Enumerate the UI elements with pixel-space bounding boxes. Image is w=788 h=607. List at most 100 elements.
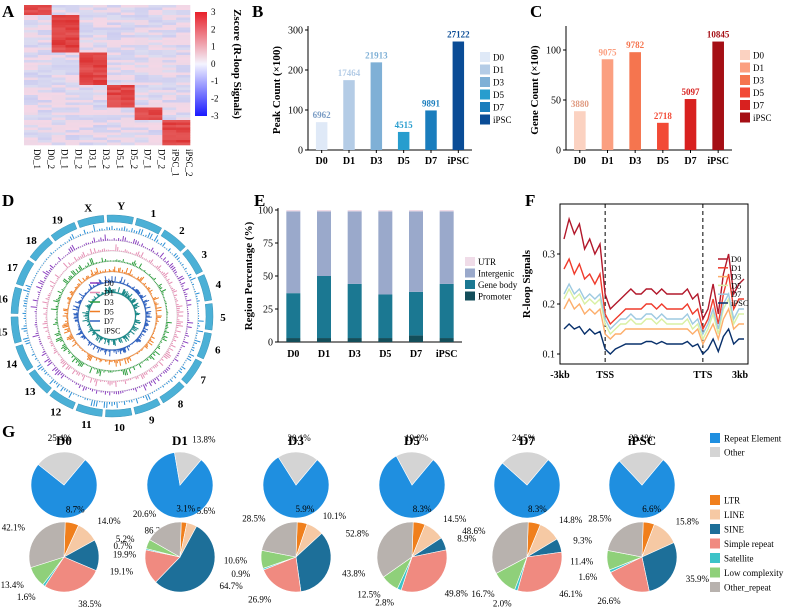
heatmap-cell [51,92,66,96]
heatmap-cell [51,82,66,86]
heatmap-cell [120,142,135,146]
x-tick-label: D5 [379,349,391,360]
x-tick-label: D5 [398,156,410,167]
pie-slice-label: 19.0% [405,433,429,443]
heatmap-cell [120,65,135,68]
pie-slice [155,525,216,593]
heatmap-cell [37,35,52,38]
heatmap-cell [148,17,163,21]
heatmap-cell [24,122,39,126]
heatmap-cell [51,65,66,68]
heatmap-cell [162,102,177,106]
heatmap-cell [65,125,80,128]
legend-label: iPSC [493,115,512,125]
heatmap-cell [148,20,163,23]
heatmap-cell [93,112,108,116]
heatmap-cell [24,135,39,138]
pie-slice-label: 8.3% [413,504,432,514]
heatmap-cell [79,60,94,63]
heatmap-cell [65,67,80,71]
chromosome-label: 19 [52,214,64,226]
legend-label: D7 [753,101,764,111]
chromosome-label: 2 [179,225,185,237]
chromosome-label: 12 [50,407,62,419]
heatmap-cell [24,70,39,73]
heatmap-cell [107,112,122,116]
pie-slice-label: 14.8% [559,515,583,525]
pie-slice-label: 1.6% [17,592,36,602]
heatmap-cell [162,87,177,91]
heatmap-cell [79,132,94,136]
heatmap-cell [162,45,177,48]
heatmap-panel: D0_1 D0_2 D1_1 D1_2 D3_1 D3_2 D5_1 D5_2 D7_1 D7_2… [24,5,243,177]
heatmap-cell [120,135,135,138]
legend-swatch [710,433,720,443]
chromosome-ideogram [204,303,214,331]
heatmap-cell [93,77,108,81]
heatmap-cell [176,80,191,83]
heatmap-cell [176,32,191,36]
legend-label: D5 [753,88,764,98]
heatmap-cell [37,65,52,68]
heatmap-cell [37,100,52,103]
heatmap-cell [134,135,149,138]
heatmap-cell [120,117,135,121]
heatmap-cell [162,5,177,8]
heatmap-cell [176,47,191,51]
stacked-bar-segment [286,293,301,339]
chromosome-label: 8 [178,398,184,410]
heatmap-cell [51,125,66,128]
heatmap-cell [24,142,39,146]
heatmap-cell [176,77,191,81]
heatmap-cell [107,47,122,51]
heatmap-cell [134,92,149,96]
heatmap-cell [162,10,177,13]
heatmap-cell [65,135,80,138]
heatmap-cell [93,5,108,8]
heatmap-cell [65,35,80,38]
legend-label: D5 [104,308,114,317]
chromosome-label: 17 [7,262,19,274]
heatmap-cell [162,95,177,98]
bar [452,41,465,150]
heatmap-cell [65,65,80,68]
heatmap-cell [162,115,177,118]
heatmap-cell [37,50,52,53]
heatmap-cell [93,22,108,26]
heatmap-cell [107,82,122,86]
heatmap-cell [79,75,94,78]
chromosome-ideogram [10,316,22,344]
heatmap-cell [79,92,94,96]
heatmap-cell [134,110,149,113]
heatmap-cell [107,52,122,56]
heatmap-cell [65,107,80,111]
pie-slice-label: 24.5% [512,433,536,443]
heatmap-cell [176,110,191,113]
panel-label-a: A [2,2,15,21]
heatmap-cell [24,95,39,98]
pie-slice-label: 26.9% [248,594,272,604]
chromosome-label: 11 [81,419,91,431]
heatmap-cell [176,67,191,71]
legend-label: D0 [104,279,114,288]
legend-label: LINE [724,510,745,520]
heatmap-cell [120,67,135,71]
heatmap-cell [51,127,66,131]
heatmap-cell [93,122,108,126]
x-tick-label: 3kb [732,370,749,381]
heatmap-cell [93,60,108,63]
chromosome-ideogram [10,286,23,314]
heatmap-cell [51,90,66,93]
heatmap-cell [176,142,191,146]
heatmap-cell [65,12,80,16]
heatmap-cell [134,37,149,41]
heatmap-cell [148,142,163,146]
heatmap-cell [148,82,163,86]
y-tick-label: 300 [288,26,303,37]
heatmap-cell [120,110,135,113]
heatmap-cell [134,10,149,13]
heatmap-cell [65,42,80,46]
heatmap-cell [120,122,135,126]
pie-slice-label: 49.8% [445,589,469,599]
heatmap-cell [120,115,135,118]
